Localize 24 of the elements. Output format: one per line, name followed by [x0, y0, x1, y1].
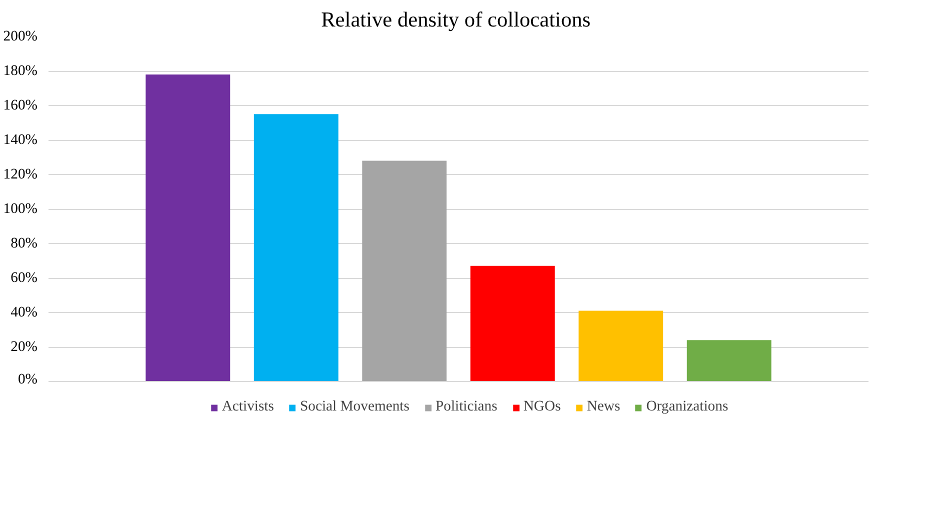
legend-label: Social Movements	[300, 398, 410, 416]
y-tick-label: 20%	[10, 339, 38, 355]
legend-label: Activists	[222, 398, 274, 416]
y-tick-label: 200%	[3, 28, 38, 44]
legend-label: NGOs	[523, 398, 561, 416]
y-tick-label: 60%	[10, 270, 38, 286]
y-tick-label: 0%	[18, 372, 38, 388]
bar	[578, 310, 664, 382]
bar	[362, 160, 447, 382]
y-tick-label: 80%	[10, 236, 38, 252]
y-tick-label: 40%	[10, 304, 38, 320]
legend-label: News	[586, 398, 620, 416]
legend-label: Organizations	[646, 398, 728, 416]
bar	[686, 340, 772, 382]
y-tick-label: 120%	[3, 166, 38, 182]
y-tick-label: 160%	[3, 98, 38, 114]
chart-title: Relative density of collocations	[321, 8, 591, 32]
legend-label: Politicians	[435, 398, 498, 416]
bar	[254, 114, 338, 382]
y-tick-label: 180%	[3, 63, 38, 79]
bar	[470, 266, 555, 382]
y-tick-label: 100%	[3, 201, 38, 217]
bar	[146, 74, 230, 382]
y-tick-label: 140%	[3, 132, 38, 148]
